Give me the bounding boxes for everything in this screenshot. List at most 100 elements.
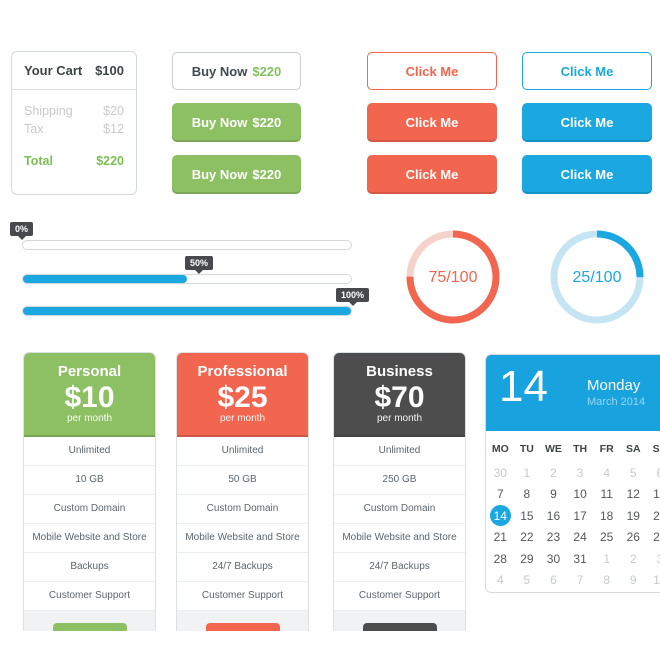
click-me-button-red-pressed[interactable]: Click Me [367, 155, 497, 194]
progress-bar-50 [22, 274, 352, 284]
calendar-day[interactable]: 1 [523, 465, 531, 480]
click-me-button-blue-pressed[interactable]: Click Me [522, 155, 652, 194]
click-me-button-blue[interactable]: Click Me [522, 103, 652, 142]
calendar-day[interactable]: 3 [647, 548, 660, 570]
plan-feature-row: 24/7 Backups [334, 553, 465, 582]
buy-now-label: Buy Now [191, 167, 248, 182]
plan-feature-row: 250 GB [334, 466, 465, 495]
plan-signup-button[interactable] [205, 623, 280, 631]
calendar-day[interactable]: 25 [599, 530, 614, 545]
calendar-day[interactable]: 15 [520, 508, 534, 523]
calendar-day[interactable]: 16 [546, 508, 561, 523]
calendar-dow-label: TU [519, 443, 534, 455]
plan-feature-row: Custom Domain [24, 495, 155, 524]
calendar-day[interactable]: 8 [603, 573, 611, 588]
calendar-day[interactable]: 20 [653, 508, 660, 523]
calendar-day[interactable]: 7 [496, 487, 504, 502]
plan-feature-row: Unlimited [334, 437, 465, 466]
calendar-day[interactable]: 26 [626, 530, 640, 545]
radial-label: 75/100 [429, 269, 478, 286]
calendar-day[interactable]: 30 [546, 551, 561, 566]
plan-name: Business [366, 363, 433, 380]
total-label: Total [24, 154, 53, 168]
plan-signup-button[interactable] [362, 623, 437, 631]
calendar-day[interactable]: 10 [653, 573, 660, 588]
calendar-day[interactable]: 1 [603, 551, 611, 566]
progress-tooltip-0: 0% [10, 222, 34, 240]
calendar-day[interactable]: 13 [653, 487, 660, 502]
calendar-day[interactable]: 19 [626, 508, 640, 523]
calendar-selected-day: 14 [499, 362, 548, 411]
buy-now-button-green-pressed[interactable]: Buy Now $220 [172, 155, 301, 194]
plan-price: $10 [64, 381, 115, 414]
plan-feature-row: Custom Domain [177, 495, 308, 524]
calendar-day[interactable]: 29 [520, 551, 534, 566]
cart-tax-row: Tax $12 [24, 122, 124, 136]
calendar-day[interactable]: 18 [599, 508, 614, 523]
pricing-tables: Personal $10 per month Unlimited 10 GB Custom… [0, 352, 660, 631]
cart-summary-card: Your Cart $100 Shipping $20 Tax $12 Tota… [11, 51, 137, 195]
calendar-day[interactable]: 5 [523, 573, 531, 588]
click-me-button-red[interactable]: Click Me [367, 103, 497, 142]
calendar-day[interactable]: 7 [576, 573, 584, 588]
calendar-grid: 3012345678910111213141516171819202122232… [487, 462, 660, 591]
click-me-button-red-outline[interactable]: Click Me [367, 52, 497, 90]
calendar-dow-label: SU [652, 443, 660, 455]
calendar-day[interactable]: 6 [647, 462, 660, 484]
progress-tooltip-100: 100% [336, 288, 370, 306]
calendar-day[interactable]: 23 [546, 530, 561, 545]
calendar-day[interactable]: 31 [573, 551, 587, 566]
calendar-day[interactable]: 4 [496, 573, 504, 588]
progress-fill [23, 275, 187, 283]
buy-now-price: $220 [252, 115, 282, 130]
plan-footer [24, 611, 155, 631]
calendar-day[interactable]: 11 [600, 487, 613, 502]
calendar-day[interactable]: 3 [576, 465, 584, 480]
calendar-day[interactable]: 8 [523, 487, 531, 502]
buy-now-button-outline[interactable]: Buy Now $220 [172, 52, 301, 90]
plan-name: Professional [197, 363, 288, 380]
click-me-label: Click Me [560, 167, 614, 182]
calendar-day[interactable]: 9 [550, 487, 557, 502]
radial-progress-75: 75/100 [406, 230, 500, 324]
calendar-day[interactable]: 5 [629, 465, 637, 480]
plan-feature-row: Custom Domain [334, 495, 465, 524]
buy-now-price: $220 [252, 167, 282, 182]
tax-value: $12 [103, 122, 124, 136]
calendar-day-selected[interactable]: 14 [487, 505, 514, 527]
plan-header: Personal $10 per month [24, 353, 155, 437]
calendar-day[interactable]: 9 [629, 573, 637, 588]
plan-feature-row: Unlimited [177, 437, 308, 466]
plan-footer [334, 611, 465, 631]
plan-period: per month [376, 413, 423, 424]
buy-now-label: Buy Now [191, 115, 248, 130]
plan-signup-button[interactable] [52, 623, 127, 631]
calendar-day[interactable]: 2 [629, 551, 637, 566]
plan-footer [177, 611, 308, 631]
tax-label: Tax [24, 122, 44, 136]
plan-header: Professional $25 per month [177, 353, 308, 437]
click-me-button-blue-outline[interactable]: Click Me [522, 52, 652, 90]
progress-bar-0 [22, 240, 352, 250]
calendar-day[interactable]: 30 [493, 465, 507, 480]
calendar-day[interactable]: 21 [493, 530, 507, 545]
calendar-day[interactable]: 6 [550, 573, 557, 588]
calendar-day[interactable]: 22 [520, 530, 534, 545]
plan-feature-row: Customer Support [334, 582, 465, 611]
cart-header: Your Cart $100 [12, 52, 136, 90]
buy-now-button-green[interactable]: Buy Now $220 [172, 103, 301, 142]
radial-progress-25: 25/100 [550, 230, 644, 324]
calendar-day[interactable]: 28 [493, 551, 507, 566]
calendar-weekday: Monday [587, 377, 641, 394]
click-me-label: Click Me [405, 63, 459, 79]
calendar-header: 14 Monday March 2014 [486, 355, 660, 431]
calendar-day[interactable]: 17 [573, 508, 587, 523]
calendar-day[interactable]: 10 [573, 487, 587, 502]
calendar-day[interactable]: 2 [550, 465, 557, 480]
cart-body: Shipping $20 Tax $12 Total $220 [12, 90, 136, 168]
calendar-day[interactable]: 24 [573, 530, 587, 545]
calendar-day[interactable]: 4 [603, 465, 611, 480]
plan-feature-row: Customer Support [177, 582, 308, 611]
calendar-day[interactable]: 12 [626, 487, 640, 502]
calendar-day[interactable]: 27 [653, 530, 660, 545]
